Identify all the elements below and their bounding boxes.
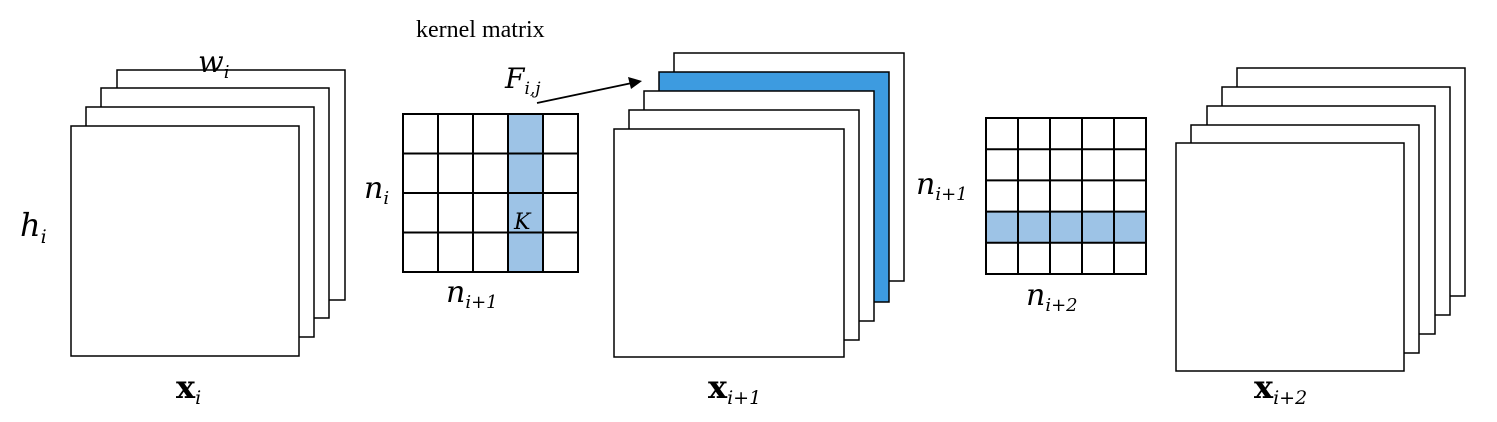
xi2-label: xi+2 [1254, 368, 1307, 409]
h-label: hi [20, 206, 47, 248]
feature-map-stack-xi1 [613, 52, 905, 358]
xi1-label: xi+1 [708, 368, 761, 409]
arrow [536, 77, 642, 104]
kernel-row-highlight [986, 212, 1146, 243]
feature-map-stack-xi [70, 69, 346, 357]
ni1-side-label: ni+1 [916, 167, 968, 205]
xi2-layer-0 [1175, 142, 1405, 372]
f-label: Fi,j [504, 62, 541, 99]
kernel-matrix-title: kernel matrix [416, 17, 545, 43]
kernel-matrix-2 [985, 117, 1147, 275]
kernel-matrix-1 [402, 113, 579, 273]
feature-map-stack-xi2 [1175, 67, 1466, 372]
ni1-bottom-label: ni+1 [446, 275, 498, 313]
k-label: K [513, 210, 532, 235]
ni-label: ni [364, 171, 389, 209]
w-label: wi [198, 45, 229, 83]
xi-layer-1 [70, 125, 300, 357]
xi1-layer-0 [613, 128, 845, 358]
ni2-label: ni+2 [1026, 278, 1078, 316]
grid-border [985, 117, 1147, 275]
xi-label: xi [176, 368, 201, 409]
